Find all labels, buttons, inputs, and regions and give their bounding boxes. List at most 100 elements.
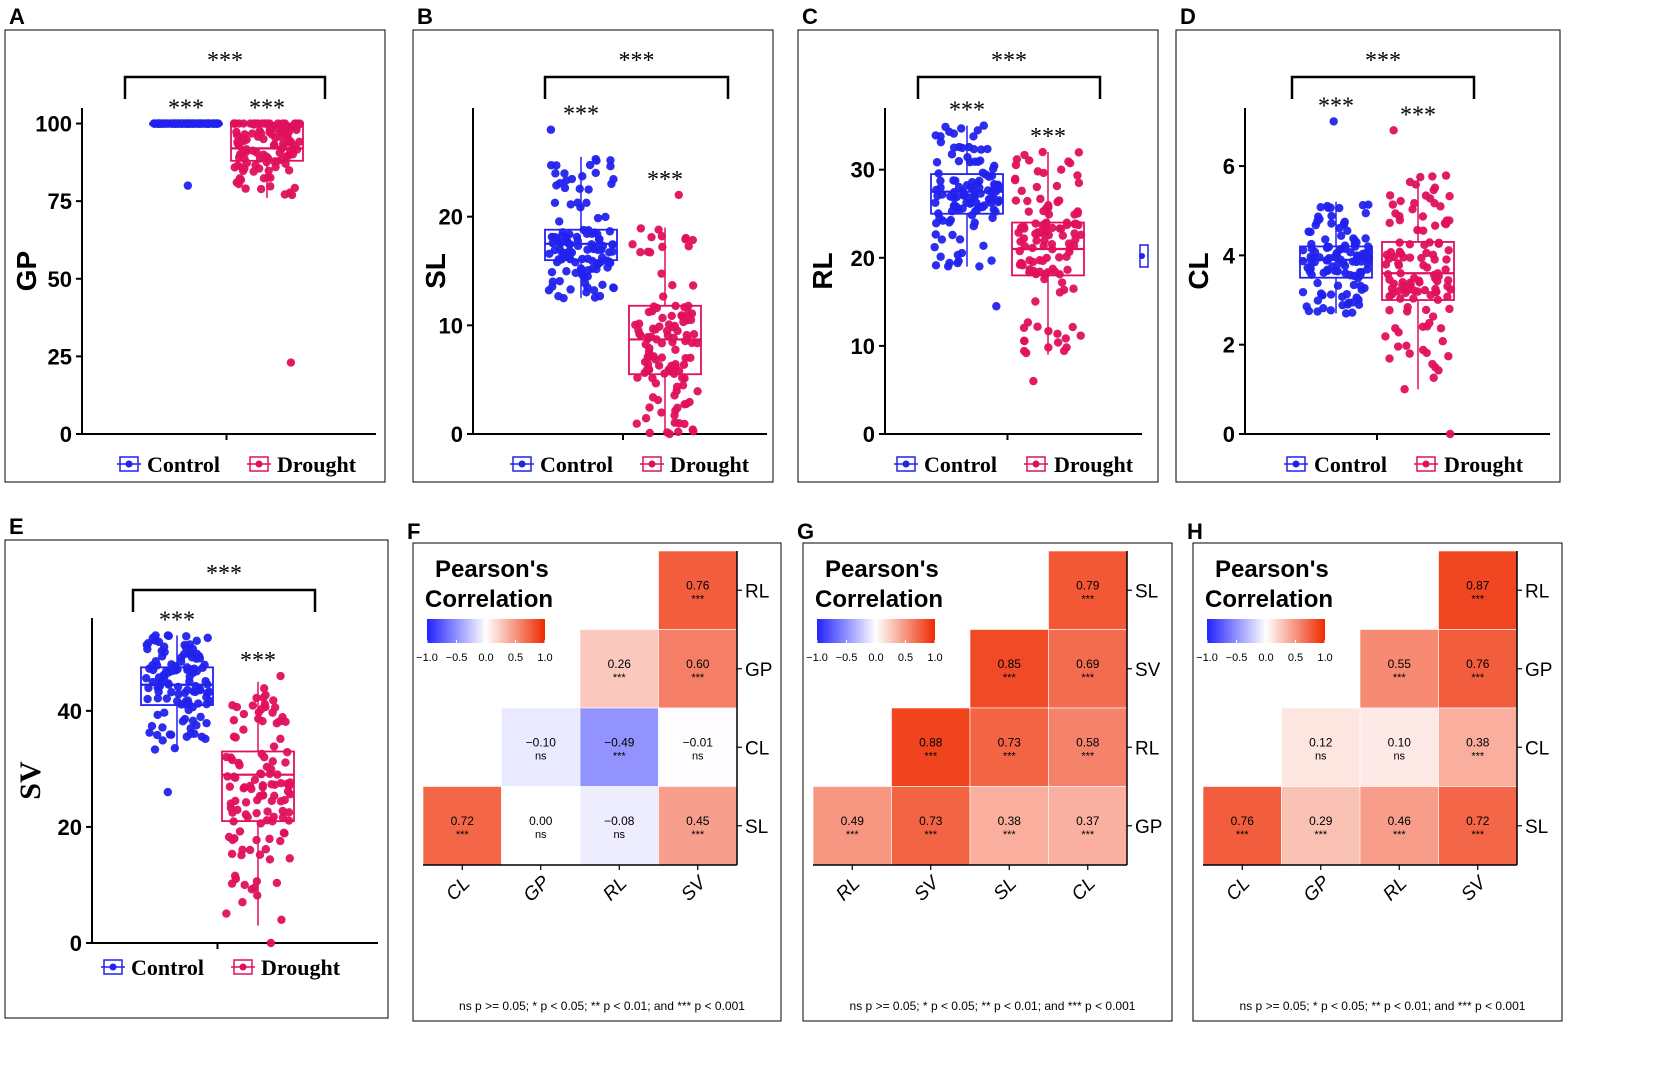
comparison-stars: ***: [206, 561, 242, 587]
panel-frame: [797, 29, 1159, 483]
cell-significance: ns: [1393, 750, 1405, 762]
data-point: [1426, 291, 1435, 300]
data-point: [243, 812, 252, 822]
data-point: [177, 653, 186, 662]
cell-value: 0.79: [1076, 578, 1100, 592]
y-tick-label: 20: [58, 815, 82, 840]
data-point: [605, 227, 615, 236]
data-point: [184, 705, 193, 715]
cell-value: 0.76: [1231, 814, 1255, 828]
data-point: [279, 128, 288, 137]
row-label: SL: [1525, 817, 1548, 838]
cell-significance: ***: [456, 829, 470, 841]
data-point: [969, 222, 978, 231]
data-point: [1044, 210, 1054, 219]
data-point: [284, 166, 294, 175]
data-point: [247, 784, 256, 794]
data-point: [174, 689, 183, 699]
heatmap-cell: [891, 707, 971, 787]
data-point: [1011, 174, 1020, 184]
data-point: [157, 646, 166, 656]
data-point: [253, 891, 262, 900]
colorbar: [1207, 619, 1325, 643]
heatmap-cell: [1438, 629, 1518, 709]
data-point: [1031, 229, 1040, 239]
data-point: [150, 745, 160, 754]
legend-title-line2: Correlation: [425, 586, 553, 613]
data-point: [1070, 210, 1079, 219]
data-point: [276, 797, 286, 806]
data-point: [271, 133, 280, 143]
data-point: [1016, 258, 1026, 268]
column-label: GP: [520, 872, 554, 906]
data-point: [1422, 248, 1431, 258]
data-point: [1388, 200, 1398, 209]
cell-value: 0.73: [998, 735, 1022, 749]
data-point: [201, 676, 210, 686]
legend-title-line1: Pearson's: [1215, 556, 1329, 583]
colorbar-tick-label: −1.0: [1196, 652, 1218, 664]
data-point: [239, 725, 248, 734]
heatmap-cell: [501, 707, 581, 787]
data-point: [284, 808, 294, 817]
cell-significance: ***: [1081, 750, 1095, 762]
data-point: [230, 871, 240, 881]
row-label: GP: [745, 660, 772, 681]
panel-frame: [802, 542, 1173, 1022]
row-label: SL: [1135, 581, 1158, 602]
data-point: [167, 660, 176, 669]
cell-value: 0.55: [1388, 657, 1412, 671]
data-point: [582, 229, 592, 239]
data-point: [948, 230, 957, 240]
data-point: [1033, 167, 1043, 176]
y-axis-label: GP: [11, 251, 42, 291]
data-point: [259, 684, 269, 693]
data-point: [1389, 126, 1398, 135]
data-point: [195, 654, 205, 663]
cell-value: 0.85: [998, 657, 1022, 671]
colorbar-tick-label: 1.0: [927, 652, 942, 664]
data-point: [266, 938, 276, 948]
data-point: [1329, 117, 1338, 126]
data-point: [1443, 282, 1452, 291]
y-tick-label: 0: [60, 422, 72, 447]
heatmap-cell: [1438, 707, 1518, 787]
data-point: [954, 182, 964, 192]
data-point: [1391, 209, 1400, 218]
data-point: [678, 373, 687, 383]
data-point: [1056, 224, 1066, 234]
box-iqr: [140, 666, 214, 706]
panel-label: C: [802, 4, 818, 29]
colorbar-tick-label: 0.0: [478, 652, 493, 664]
data-point: [643, 352, 652, 361]
data-point: [167, 688, 176, 697]
y-tick-label: 10: [851, 334, 875, 359]
data-point: [1405, 177, 1415, 187]
data-point: [1021, 348, 1031, 358]
data-point: [276, 734, 285, 744]
data-point: [1385, 354, 1394, 363]
data-point: [183, 696, 193, 705]
data-point: [1400, 385, 1409, 394]
cell-significance: ***: [1081, 829, 1095, 841]
data-point: [1360, 251, 1369, 260]
colorbar-tick-label: 1.0: [1317, 652, 1332, 664]
data-point: [957, 124, 966, 133]
data-point: [595, 291, 605, 301]
y-tick-label: 30: [851, 158, 875, 183]
data-point: [554, 291, 563, 301]
data-point: [969, 192, 979, 201]
data-point: [1074, 178, 1084, 188]
footnote: ns p >= 0.05; * p < 0.05; ** p < 0.01; a…: [850, 999, 1136, 1013]
legend-title-line1: Pearson's: [825, 556, 939, 583]
data-point: [252, 693, 261, 703]
data-point: [258, 791, 268, 800]
data-point: [565, 251, 574, 260]
data-point: [227, 849, 237, 859]
legend-label: Drought: [277, 452, 357, 477]
data-point: [259, 134, 268, 144]
data-point: [1385, 191, 1395, 200]
data-point: [286, 358, 296, 367]
data-point: [163, 787, 173, 797]
data-point: [143, 694, 152, 704]
